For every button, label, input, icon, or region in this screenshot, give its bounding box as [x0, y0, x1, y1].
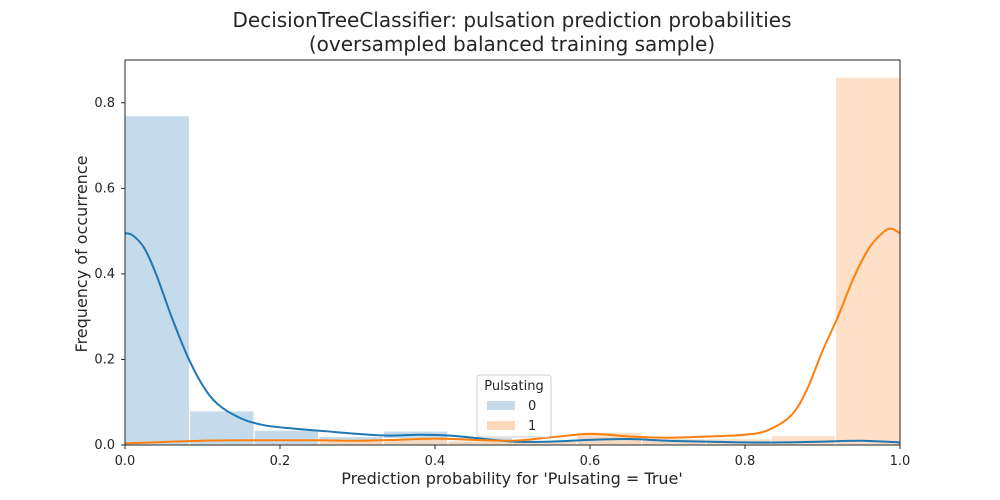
x-axis-label: Prediction probability for 'Pulsating = …	[341, 469, 683, 488]
kde-lines-layer	[124, 227, 901, 445]
x-tick-label-4: 0.8	[735, 454, 756, 469]
bar-series-1-bin-11	[834, 76, 901, 446]
bar-series-0-bin-0	[124, 115, 191, 446]
y-tick-label-0: 0.0	[94, 438, 115, 453]
y-tick-label-4: 0.8	[94, 96, 115, 111]
x-tick-label-0: 0.0	[115, 454, 136, 469]
ticks-layer: 0.0 0.2 0.4 0.6 0.8 1.0 0.0 0.2 0.4 0.6 0.8	[94, 96, 910, 469]
kde-line-series-1	[124, 227, 901, 445]
y-axis-label: Frequency of occurrence	[72, 156, 91, 353]
y-tick-label-2: 0.4	[94, 267, 115, 282]
legend-label-1: 1	[528, 419, 536, 434]
legend-swatch-1	[487, 421, 515, 430]
x-tick-label-3: 0.6	[580, 454, 601, 469]
x-tick-label-1: 0.2	[270, 454, 291, 469]
legend: Pulsating 0 1	[476, 374, 552, 438]
bar-series-0-bin-2	[253, 429, 320, 446]
legend-swatch-0	[487, 401, 515, 410]
plot-frame	[124, 59, 901, 446]
y-tick-label-3: 0.6	[94, 181, 115, 196]
y-tick-label-1: 0.2	[94, 352, 115, 367]
legend-label-0: 0	[528, 399, 536, 414]
bar-series-1-bin-10	[770, 434, 837, 446]
chart-title: DecisionTreeClassifier: pulsation predic…	[233, 8, 792, 32]
chart-subtitle: (oversampled balanced training sample)	[309, 32, 715, 56]
kde-line-series-0	[124, 232, 901, 444]
x-tick-label-5: 1.0	[890, 454, 911, 469]
legend-title: Pulsating	[484, 379, 543, 394]
x-tick-label-2: 0.4	[425, 454, 446, 469]
